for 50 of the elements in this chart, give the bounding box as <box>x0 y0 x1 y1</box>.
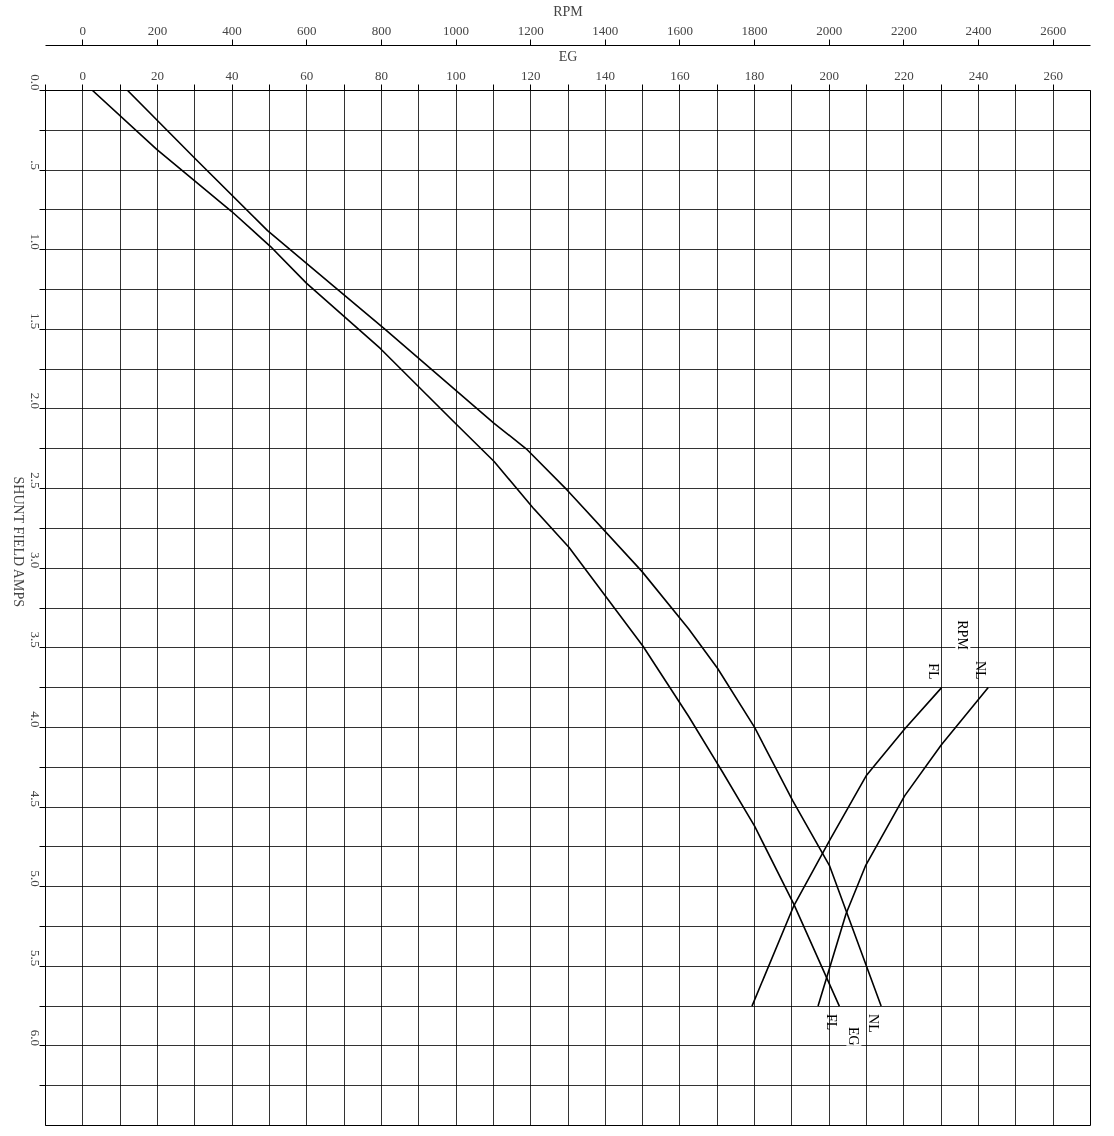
x2-tick-label: 2200 <box>890 22 917 38</box>
x2-axis-title: RPM <box>553 3 584 19</box>
annotation: RPM <box>955 620 971 651</box>
x-tick-label: 120 <box>520 67 541 83</box>
y-tick-label: 3.5 <box>27 631 43 648</box>
x2-tick-label: 2400 <box>965 22 992 38</box>
x-tick-label: 20 <box>150 67 164 83</box>
y-tick-label: 0.0 <box>27 74 43 91</box>
y-tick-label: .5 <box>27 160 43 171</box>
x-tick-label: 0 <box>79 67 87 83</box>
x2-tick-label: 2600 <box>1040 22 1067 38</box>
annotation: EG <box>846 1027 862 1046</box>
x-tick-label: 160 <box>670 67 690 83</box>
x-tick-label: 180 <box>744 67 765 83</box>
text: FL <box>926 663 942 680</box>
text: NL <box>865 1014 881 1033</box>
y-tick-label: 2.5 <box>27 472 43 489</box>
x2-tick-label: 1600 <box>666 22 693 38</box>
text: FL <box>823 1014 839 1031</box>
x-tick-label: 240 <box>968 67 989 83</box>
x-tick-label: 200 <box>819 67 839 83</box>
x-tick-label: 60 <box>300 67 314 83</box>
x-tick-label: 40 <box>225 67 239 83</box>
y-tick-label: 5.5 <box>27 950 43 967</box>
y-tick-label: 6.0 <box>27 1029 43 1046</box>
y-axis-title: SHUNT FIELD AMPS <box>11 476 26 607</box>
x2-tick-label: 1200 <box>517 22 544 38</box>
text: NL <box>972 660 988 680</box>
x2-tick-label: 800 <box>371 22 392 38</box>
x2-tick-label: 1800 <box>741 22 768 38</box>
x2-tick-label: 400 <box>222 22 242 38</box>
y-tick-label: 1.0 <box>27 233 43 250</box>
y-tick-label: 4.0 <box>27 711 43 728</box>
x2-tick-label: 2000 <box>816 22 843 38</box>
x-tick-label: 260 <box>1043 67 1063 83</box>
x-tick-label: 100 <box>446 67 466 83</box>
x-tick-label: 80 <box>374 67 388 83</box>
y-tick-label: 4.5 <box>27 790 43 808</box>
y-tick-label: 3.0 <box>27 551 43 569</box>
x-tick-label: 220 <box>894 67 914 83</box>
x-tick-label: 140 <box>595 67 616 83</box>
x2-tick-label: 1400 <box>592 22 619 38</box>
y-tick-label: 2.0 <box>27 392 43 409</box>
x2-tick-label: 200 <box>147 22 168 38</box>
y-tick-label: 1.5 <box>27 313 43 330</box>
x2-tick-label: 1000 <box>443 22 470 38</box>
x-axis-title: EG <box>558 48 578 64</box>
y-tick-label: 5.0 <box>27 870 43 887</box>
x2-tick-label: 600 <box>297 22 317 38</box>
x2-tick-label: 0 <box>79 22 87 38</box>
